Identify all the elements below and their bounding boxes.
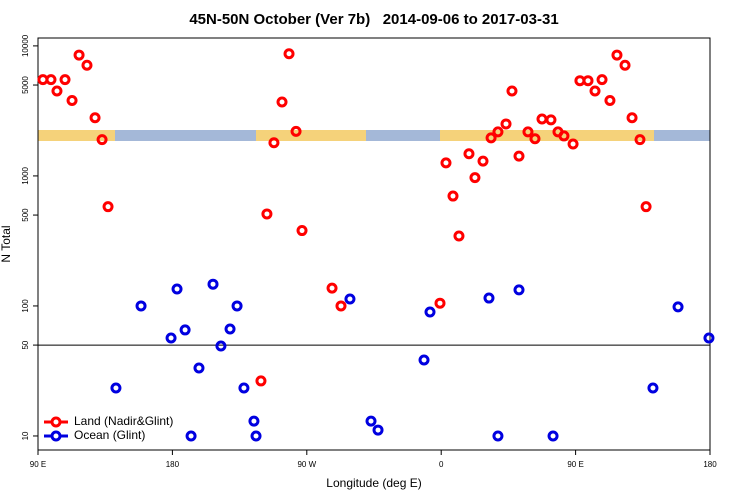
band-land — [440, 130, 654, 141]
point — [506, 85, 518, 97]
point — [492, 430, 504, 442]
point — [604, 95, 616, 107]
point — [283, 48, 295, 60]
point — [582, 75, 594, 87]
y-tick-label: 10 — [21, 431, 30, 440]
point — [596, 74, 608, 86]
point — [171, 283, 183, 295]
point — [135, 300, 147, 312]
point — [59, 74, 71, 86]
band-land — [38, 130, 115, 141]
y-tick-label: 500 — [21, 208, 30, 222]
x-tick-label: 0 — [439, 460, 444, 469]
point — [418, 354, 430, 366]
point — [589, 85, 601, 97]
point — [434, 297, 446, 309]
point — [529, 133, 541, 145]
point — [231, 300, 243, 312]
point — [66, 95, 78, 107]
point — [110, 382, 122, 394]
legend-marker — [50, 430, 62, 442]
point — [372, 424, 384, 436]
point — [238, 382, 250, 394]
y-tick-label: 5000 — [21, 76, 30, 94]
point — [73, 49, 85, 61]
point — [185, 430, 197, 442]
point — [477, 155, 489, 167]
point — [96, 134, 108, 146]
legend-marker — [50, 416, 62, 428]
x-tick-label: 180 — [703, 460, 717, 469]
plot-frame — [37, 37, 711, 451]
point — [522, 126, 534, 138]
point — [453, 230, 465, 242]
point — [89, 112, 101, 124]
point — [500, 118, 512, 130]
point — [483, 292, 495, 304]
point — [545, 114, 557, 126]
point — [469, 172, 481, 184]
point — [296, 225, 308, 237]
x-axis-label: Longitude (deg E) — [326, 476, 421, 490]
legend-label: Ocean (Glint) — [74, 428, 145, 442]
point — [179, 324, 191, 336]
point — [261, 208, 273, 220]
point — [215, 340, 227, 352]
point — [703, 332, 715, 344]
point — [224, 323, 236, 335]
point — [424, 306, 436, 318]
point — [640, 201, 652, 213]
legend-label: Land (Nadir&Glint) — [74, 414, 173, 428]
x-tick-label: 180 — [166, 460, 180, 469]
y-tick-label: 1000 — [21, 166, 30, 184]
point — [492, 126, 504, 138]
point — [634, 134, 646, 146]
point — [102, 201, 114, 213]
coverage-band — [38, 130, 710, 141]
point — [567, 138, 579, 150]
point — [81, 59, 93, 71]
point — [513, 150, 525, 162]
point — [440, 157, 452, 169]
point — [513, 284, 525, 296]
point — [268, 137, 280, 149]
y-axis-label: N Total — [0, 225, 13, 262]
point — [463, 148, 475, 160]
x-tick-label: 90 E — [567, 460, 583, 469]
point — [619, 59, 631, 71]
point — [207, 278, 219, 290]
point — [626, 112, 638, 124]
point — [290, 125, 302, 137]
band-land — [256, 130, 366, 141]
point — [193, 362, 205, 374]
point — [647, 382, 659, 394]
point — [165, 332, 177, 344]
chart-title: 45N-50N October (Ver 7b) 2014-09-06 to 2… — [189, 11, 558, 28]
point — [250, 430, 262, 442]
point — [276, 96, 288, 108]
point — [326, 282, 338, 294]
point — [248, 415, 260, 427]
point — [344, 293, 356, 305]
point — [447, 190, 459, 202]
point — [547, 430, 559, 442]
x-tick-label: 90 W — [297, 460, 316, 469]
point — [611, 49, 623, 61]
y-tick-label: 10000 — [21, 34, 30, 57]
point — [536, 113, 548, 125]
point — [255, 375, 267, 387]
band-ocean — [38, 130, 710, 141]
y-tick-label: 100 — [21, 299, 30, 313]
point — [558, 130, 570, 142]
point — [335, 300, 347, 312]
x-tick-label: 90 E — [30, 460, 46, 469]
point — [672, 301, 684, 313]
point — [365, 415, 377, 427]
y-tick-label: 50 — [21, 340, 30, 349]
point — [45, 74, 57, 86]
point — [485, 132, 497, 144]
point — [51, 85, 63, 97]
